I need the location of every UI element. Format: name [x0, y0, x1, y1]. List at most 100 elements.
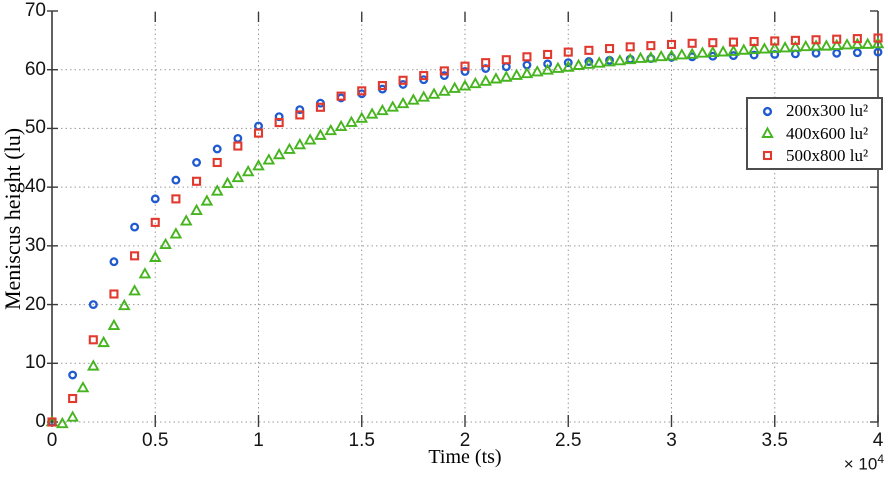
- marker-200x300-lu²: [295, 105, 305, 115]
- marker-400x600-lu²: [128, 284, 141, 296]
- marker-500x800-lu²: [749, 36, 759, 47]
- marker-500x800-lu²: [419, 71, 429, 81]
- marker-400x600-lu²: [262, 153, 276, 165]
- marker-500x800-lu²: [398, 75, 408, 85]
- marker-400x600-lu²: [665, 49, 678, 61]
- x-tick-label-0.5: 0.5: [142, 430, 169, 451]
- marker-500x800-lu²: [687, 38, 697, 48]
- x-tick-label-0: 0: [46, 430, 58, 451]
- marker-500x800-lu²: [563, 47, 573, 57]
- marker-400x600-lu²: [716, 45, 730, 57]
- marker-500x800-lu²: [770, 36, 780, 46]
- marker-400x600-lu²: [520, 66, 534, 79]
- marker-400x600-lu²: [376, 103, 389, 116]
- marker-400x600-lu²: [355, 111, 369, 123]
- marker-400x600-lu²: [644, 51, 658, 63]
- marker-400x600-lu²: [458, 79, 472, 91]
- x-tick-label-2.5: 2.5: [555, 430, 582, 451]
- marker-400x600-lu²: [613, 53, 627, 66]
- marker-400x600-lu²: [851, 37, 864, 49]
- marker-500x800-lu²: [212, 157, 222, 168]
- marker-400x600-lu²: [66, 410, 79, 422]
- marker-500x800-lu²: [728, 37, 739, 47]
- marker-400x600-lu²: [231, 170, 245, 183]
- marker-200x300-lu²: [811, 48, 821, 58]
- marker-400x600-lu²: [727, 44, 740, 56]
- marker-400x600-lu²: [138, 267, 152, 279]
- marker-500x800-lu²: [130, 251, 140, 261]
- marker-400x600-lu²: [789, 40, 802, 52]
- marker-500x800-lu²: [68, 393, 78, 404]
- circle-marker-icon: [762, 106, 773, 116]
- marker-400x600-lu²: [417, 90, 431, 102]
- circle-glyph: [762, 106, 773, 116]
- marker-200x300-lu²: [563, 58, 573, 68]
- square-marker-icon: [762, 151, 773, 161]
- marker-500x800-lu²: [274, 118, 284, 128]
- marker-400x600-lu²: [758, 42, 771, 54]
- marker-500x800-lu²: [852, 34, 862, 44]
- marker-400x600-lu²: [592, 56, 606, 68]
- marker-500x800-lu²: [233, 141, 243, 151]
- marker-400x600-lu²: [572, 58, 585, 70]
- marker-200x300-lu²: [501, 62, 511, 72]
- marker-400x600-lu²: [861, 37, 874, 49]
- y-tick-label-30: 30: [24, 234, 46, 256]
- y-axis-title: Meniscus height (lu): [0, 127, 25, 311]
- marker-500x800-lu²: [150, 217, 160, 227]
- marker-500x800-lu²: [666, 39, 677, 50]
- marker-200x300-lu²: [852, 48, 862, 58]
- marker-400x600-lu²: [510, 68, 523, 80]
- marker-500x800-lu²: [47, 417, 57, 427]
- y-tick-label-20: 20: [24, 293, 46, 315]
- x-axis-multiplier: × 104: [800, 452, 884, 475]
- marker-200x300-lu²: [130, 222, 140, 232]
- marker-400x600-lu²: [438, 84, 451, 96]
- marker-400x600-lu²: [179, 214, 193, 226]
- marker-200x300-lu²: [212, 144, 222, 154]
- marker-400x600-lu²: [396, 96, 410, 109]
- marker-500x800-lu²: [584, 45, 594, 55]
- marker-400x600-lu²: [324, 123, 338, 136]
- x-tick-label-4: 4: [872, 430, 884, 451]
- marker-400x600-lu²: [117, 298, 131, 311]
- marker-400x600-lu²: [252, 159, 265, 171]
- legend-item-500x800: 500x800 lu²: [760, 146, 881, 166]
- marker-400x600-lu²: [345, 115, 358, 127]
- marker-400x600-lu²: [76, 381, 90, 393]
- marker-500x800-lu²: [873, 33, 883, 43]
- marker-400x600-lu²: [469, 76, 482, 89]
- marker-200x300-lu²: [439, 71, 449, 81]
- triangle-marker-icon: [761, 126, 774, 138]
- marker-500x800-lu²: [88, 335, 98, 345]
- marker-400x600-lu²: [747, 42, 761, 55]
- marker-400x600-lu²: [334, 119, 348, 132]
- x-tick-label-1: 1: [253, 430, 264, 451]
- marker-400x600-lu²: [871, 36, 885, 49]
- legend: 200x300 lu² 400x600 lu² 500x800 lu²: [746, 97, 883, 170]
- marker-400x600-lu²: [159, 237, 172, 250]
- marker-400x600-lu²: [427, 87, 441, 99]
- marker-400x600-lu²: [830, 38, 844, 50]
- marker-400x600-lu²: [407, 93, 420, 105]
- marker-500x800-lu²: [336, 91, 346, 101]
- marker-400x600-lu²: [809, 39, 823, 51]
- multiplier-base: × 10: [843, 454, 878, 474]
- marker-400x600-lu²: [499, 70, 513, 82]
- marker-200x300-lu²: [460, 67, 470, 76]
- marker-500x800-lu²: [295, 110, 305, 120]
- marker-500x800-lu²: [377, 81, 387, 91]
- marker-400x600-lu²: [489, 72, 503, 84]
- x-tick-label-3: 3: [666, 430, 677, 451]
- marker-400x600-lu²: [706, 45, 720, 58]
- multiplier-exponent: 4: [877, 452, 884, 466]
- marker-400x600-lu²: [778, 41, 792, 53]
- marker-400x600-lu²: [314, 128, 327, 140]
- marker-500x800-lu²: [543, 49, 553, 59]
- marker-400x600-lu²: [654, 49, 668, 62]
- marker-200x300-lu²: [254, 121, 263, 131]
- marker-400x600-lu²: [303, 133, 317, 145]
- marker-400x600-lu²: [210, 184, 224, 196]
- marker-400x600-lu²: [190, 203, 203, 215]
